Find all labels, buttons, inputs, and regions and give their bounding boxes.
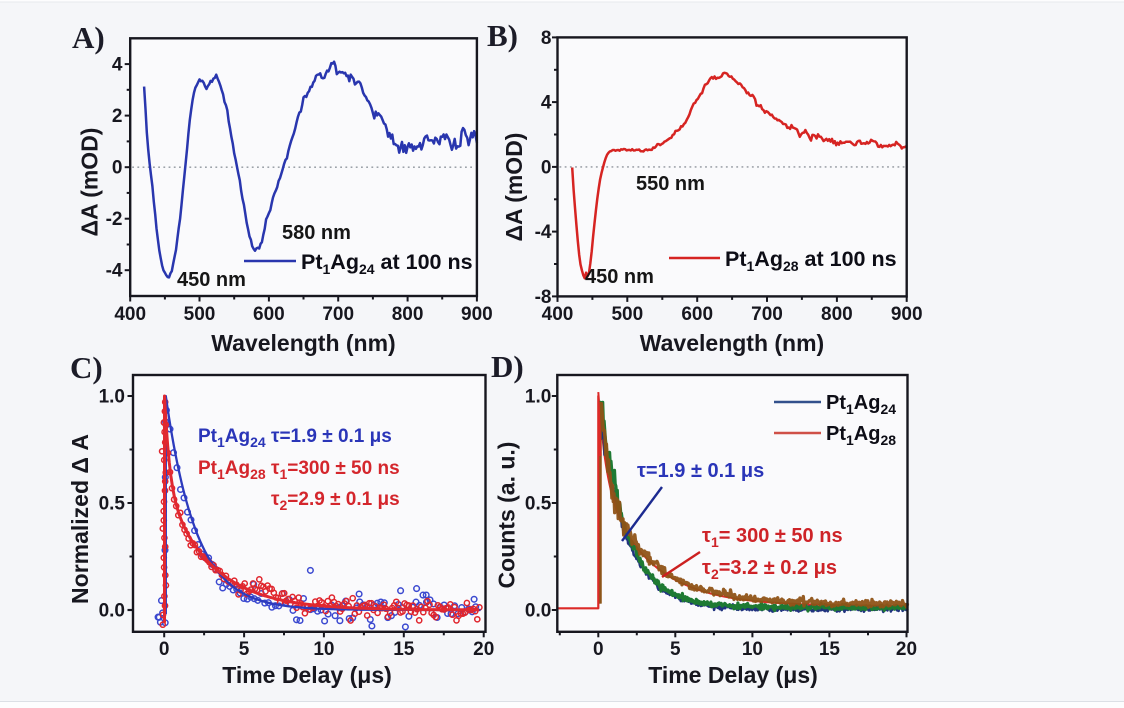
svg-text:900: 900: [461, 304, 493, 325]
svg-text:Counts (a. u.): Counts (a. u.): [494, 442, 520, 589]
svg-text:0.5: 0.5: [99, 494, 126, 515]
svg-text:5: 5: [239, 639, 250, 660]
svg-text:1.0: 1.0: [525, 387, 551, 408]
svg-text:400: 400: [114, 304, 146, 325]
svg-text:550 nm: 550 nm: [636, 173, 705, 195]
svg-text:Pt1​Ag24​ at 100 ns: Pt1​Ag24​ at 100 ns: [301, 250, 473, 277]
svg-text:A): A): [72, 20, 105, 55]
svg-text:0: 0: [159, 639, 170, 660]
svg-text:0.0: 0.0: [99, 601, 125, 622]
svg-text:4: 4: [112, 55, 123, 76]
svg-text:Time Delay (μs): Time Delay (μs): [222, 662, 392, 688]
svg-text:450 nm: 450 nm: [585, 266, 654, 288]
svg-text:800: 800: [392, 304, 424, 325]
svg-text:700: 700: [322, 304, 354, 325]
svg-text:Wavelength (nm): Wavelength (nm): [640, 330, 824, 356]
svg-text:10: 10: [742, 639, 763, 660]
svg-text:B): B): [487, 18, 518, 53]
svg-text:900: 900: [891, 304, 923, 325]
svg-text:0: 0: [112, 158, 123, 179]
svg-text:Time Delay (μs): Time Delay (μs): [648, 662, 818, 688]
svg-text:Pt1​Ag24​ τ=1.9 ± 0.1 μs: Pt1​Ag24​ τ=1.9 ± 0.1 μs: [198, 426, 392, 450]
svg-text:800: 800: [821, 304, 853, 325]
svg-text:Pt1​Ag28​: Pt1​Ag28​: [826, 423, 896, 448]
svg-text:500: 500: [611, 304, 643, 325]
svg-text:1.0: 1.0: [99, 387, 125, 408]
svg-text:0: 0: [541, 157, 552, 178]
svg-text:τ1​= 300 ± 50 ns: τ1​= 300 ± 50 ns: [702, 525, 843, 550]
svg-text:600: 600: [253, 304, 285, 325]
svg-text:τ=1.9 ± 0.1 μs: τ=1.9 ± 0.1 μs: [637, 460, 764, 482]
svg-text:0.5: 0.5: [525, 494, 552, 515]
svg-text:-4: -4: [106, 261, 123, 282]
svg-text:20: 20: [896, 639, 917, 660]
svg-text:Normalized Δ A: Normalized Δ A: [67, 434, 93, 604]
svg-text:ΔA (mOD): ΔA (mOD): [77, 128, 103, 237]
svg-text:8: 8: [541, 28, 552, 49]
svg-text:0: 0: [593, 639, 604, 660]
svg-text:τ2​=3.2 ± 0.2 μs: τ2​=3.2 ± 0.2 μs: [702, 557, 837, 582]
svg-text:400: 400: [542, 304, 574, 325]
svg-text:Wavelength (nm): Wavelength (nm): [211, 330, 395, 356]
svg-text:10: 10: [313, 639, 334, 660]
svg-text:600: 600: [681, 304, 713, 325]
svg-text:700: 700: [751, 304, 783, 325]
svg-text:15: 15: [393, 639, 415, 660]
svg-text:τ2​=2.9 ± 0.1 μs: τ2​=2.9 ± 0.1 μs: [271, 489, 400, 513]
svg-text:-4: -4: [535, 222, 552, 243]
svg-text:5: 5: [670, 639, 681, 660]
svg-text:0.0: 0.0: [525, 601, 551, 622]
svg-text:Pt1​Ag28​ τ1​=300 ± 50 ns: Pt1​Ag28​ τ1​=300 ± 50 ns: [198, 458, 400, 482]
svg-text:450 nm: 450 nm: [177, 269, 246, 291]
svg-text:-8: -8: [535, 287, 552, 308]
svg-text:500: 500: [184, 304, 216, 325]
svg-text:2: 2: [112, 106, 123, 127]
svg-text:Pt1​Ag28​ at 100 ns: Pt1​Ag28​ at 100 ns: [725, 247, 897, 274]
svg-text:20: 20: [473, 639, 494, 660]
svg-text:4: 4: [541, 93, 552, 114]
svg-text:580 nm: 580 nm: [282, 222, 351, 244]
svg-text:D): D): [491, 349, 524, 384]
svg-text:ΔA (mOD): ΔA (mOD): [501, 133, 527, 242]
svg-text:15: 15: [819, 639, 841, 660]
svg-text:-2: -2: [106, 209, 123, 230]
svg-text:C): C): [70, 350, 103, 385]
